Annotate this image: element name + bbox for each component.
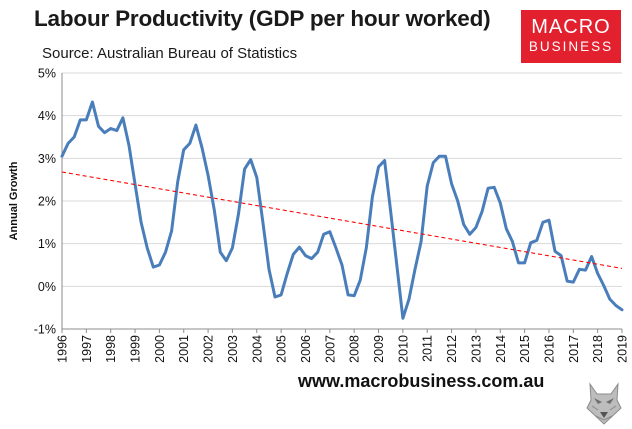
x-tick-label: 2000 — [153, 335, 167, 363]
y-axis-label: Annual Growth — [8, 161, 20, 240]
x-tick-label: 2016 — [542, 335, 556, 363]
x-tick-label: 2015 — [518, 335, 532, 363]
x-tick-label: 2013 — [469, 335, 483, 363]
y-tick-label: 5% — [38, 67, 56, 81]
productivity-series-line — [60, 100, 624, 320]
y-tick-label: 0% — [38, 280, 56, 294]
x-tick-label: 2018 — [591, 335, 605, 363]
series-group — [60, 100, 624, 320]
x-tick-label: 2006 — [299, 335, 313, 363]
x-tick-label: 2019 — [616, 335, 630, 363]
y-tick-label: 4% — [38, 109, 56, 123]
x-tick-label: 2008 — [348, 335, 362, 363]
chart-subtitle: Source: Australian Bureau of Statistics — [42, 45, 298, 62]
y-tick-label: 1% — [38, 237, 56, 251]
x-tick-label: 2001 — [177, 335, 191, 363]
y-axis: -1% 0% 1% 2% 3% 4% 5% — [34, 67, 63, 337]
x-tick-label: 1997 — [80, 335, 94, 363]
x-tick-label: 1999 — [129, 335, 143, 363]
y-tick-label: 2% — [38, 195, 56, 209]
x-tick-label: 2010 — [396, 335, 410, 363]
x-tick-label: 2014 — [494, 335, 508, 363]
x-tick-label: 2004 — [250, 335, 264, 363]
x-tick-label: 2012 — [445, 335, 459, 363]
x-tick-label: 2007 — [323, 335, 337, 363]
x-tick-label: 2003 — [226, 335, 240, 363]
x-axis: 1996 1997 1998 1999 2000 2001 2002 2003 2004 2005… — [56, 328, 630, 363]
x-tick-label: 1996 — [56, 335, 70, 363]
x-tick-label: 1998 — [104, 335, 118, 363]
website-url: www.macrobusiness.com.au — [298, 371, 545, 391]
x-tick-label: 2017 — [567, 335, 581, 363]
trend-line — [61, 171, 623, 269]
wolf-mascot-icon — [586, 382, 622, 425]
chart-title: Labour Productivity (GDP per hour worked… — [34, 6, 491, 31]
x-tick-label: 2011 — [421, 335, 435, 362]
macrobusiness-logo: MACRO BUSINESS — [521, 10, 621, 63]
x-tick-label: 2002 — [202, 335, 216, 363]
logo-line1: MACRO — [531, 16, 611, 38]
y-tick-label: 3% — [38, 152, 56, 166]
logo-line2: BUSINESS — [528, 39, 614, 54]
gridlines — [62, 72, 622, 330]
x-tick-label: 2005 — [275, 335, 289, 363]
x-tick-label: 2009 — [372, 335, 386, 363]
y-tick-label: -1% — [34, 323, 56, 337]
